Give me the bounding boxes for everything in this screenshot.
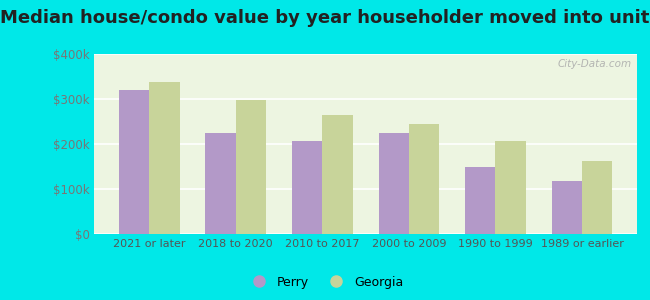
Text: Median house/condo value by year householder moved into unit: Median house/condo value by year househo…: [0, 9, 650, 27]
Bar: [292, 141, 322, 234]
Bar: [495, 141, 526, 234]
Bar: [582, 161, 612, 234]
Bar: [322, 115, 353, 234]
Bar: [119, 90, 150, 234]
Bar: [465, 167, 495, 234]
Bar: [409, 124, 439, 234]
Bar: [378, 133, 409, 234]
Bar: [236, 100, 266, 234]
Text: City-Data.com: City-Data.com: [558, 59, 632, 69]
Bar: [552, 181, 582, 234]
Bar: [150, 82, 179, 234]
Bar: [205, 133, 236, 234]
Legend: Perry, Georgia: Perry, Georgia: [242, 271, 408, 294]
